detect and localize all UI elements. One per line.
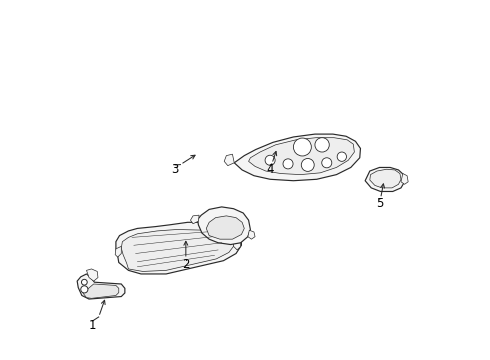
Circle shape (322, 158, 332, 168)
Polygon shape (248, 230, 255, 239)
Circle shape (294, 138, 311, 156)
Polygon shape (115, 246, 122, 257)
Circle shape (81, 286, 88, 293)
Polygon shape (197, 207, 250, 244)
Polygon shape (206, 216, 245, 239)
Circle shape (81, 279, 87, 285)
Polygon shape (234, 134, 361, 181)
Polygon shape (191, 215, 199, 224)
Polygon shape (370, 169, 401, 188)
Polygon shape (365, 167, 405, 192)
Polygon shape (401, 174, 408, 184)
Circle shape (265, 155, 275, 165)
Circle shape (301, 158, 314, 171)
Text: 1: 1 (89, 319, 97, 332)
Text: 2: 2 (182, 258, 190, 271)
Text: 4: 4 (267, 163, 274, 176)
Polygon shape (234, 237, 241, 250)
Circle shape (337, 152, 346, 161)
Polygon shape (77, 274, 125, 299)
Polygon shape (122, 229, 234, 271)
Text: 3: 3 (172, 163, 179, 176)
Polygon shape (248, 138, 354, 175)
Text: 5: 5 (376, 197, 383, 210)
Circle shape (315, 138, 329, 152)
Polygon shape (224, 154, 234, 166)
Circle shape (283, 159, 293, 169)
Polygon shape (83, 284, 119, 298)
Polygon shape (116, 222, 242, 274)
Polygon shape (87, 269, 98, 281)
